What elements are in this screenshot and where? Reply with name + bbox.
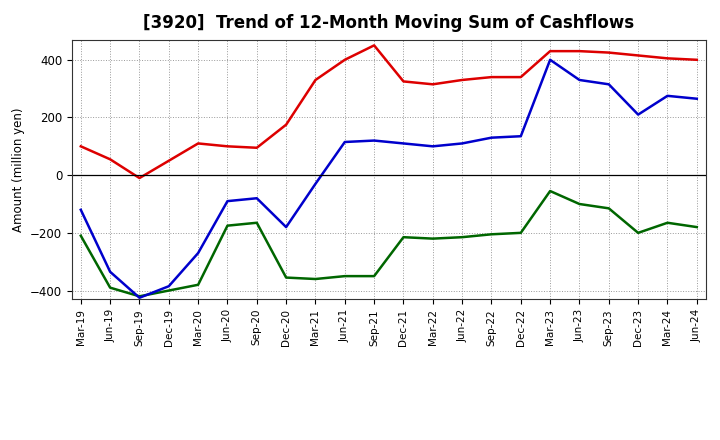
Free Cashflow <box>487 135 496 140</box>
Investing Cashflow <box>164 288 173 293</box>
Operating Cashflow <box>575 48 584 54</box>
Operating Cashflow <box>223 144 232 149</box>
Investing Cashflow <box>135 293 144 299</box>
Operating Cashflow <box>311 77 320 83</box>
Investing Cashflow <box>516 230 525 235</box>
Free Cashflow <box>253 196 261 201</box>
Free Cashflow <box>693 96 701 101</box>
Free Cashflow <box>76 207 85 213</box>
Investing Cashflow <box>487 231 496 237</box>
Operating Cashflow <box>194 141 202 146</box>
Free Cashflow <box>370 138 379 143</box>
Investing Cashflow <box>76 233 85 238</box>
Free Cashflow <box>341 139 349 145</box>
Investing Cashflow <box>546 188 554 194</box>
Investing Cashflow <box>106 285 114 290</box>
Y-axis label: Amount (million yen): Amount (million yen) <box>12 107 24 231</box>
Investing Cashflow <box>663 220 672 225</box>
Line: Investing Cashflow: Investing Cashflow <box>81 191 697 296</box>
Operating Cashflow <box>693 57 701 62</box>
Free Cashflow <box>575 77 584 83</box>
Operating Cashflow <box>282 122 290 127</box>
Line: Operating Cashflow: Operating Cashflow <box>81 45 697 178</box>
Free Cashflow <box>605 82 613 87</box>
Line: Free Cashflow: Free Cashflow <box>81 60 697 298</box>
Free Cashflow <box>546 57 554 62</box>
Operating Cashflow <box>370 43 379 48</box>
Free Cashflow <box>516 134 525 139</box>
Free Cashflow <box>634 112 642 117</box>
Free Cashflow <box>663 93 672 99</box>
Investing Cashflow <box>282 275 290 280</box>
Free Cashflow <box>282 224 290 230</box>
Operating Cashflow <box>605 50 613 55</box>
Investing Cashflow <box>223 223 232 228</box>
Operating Cashflow <box>516 74 525 80</box>
Investing Cashflow <box>253 220 261 225</box>
Operating Cashflow <box>428 82 437 87</box>
Free Cashflow <box>458 141 467 146</box>
Operating Cashflow <box>546 48 554 54</box>
Operating Cashflow <box>634 53 642 58</box>
Operating Cashflow <box>164 158 173 163</box>
Investing Cashflow <box>605 205 613 211</box>
Operating Cashflow <box>253 145 261 150</box>
Title: [3920]  Trend of 12-Month Moving Sum of Cashflows: [3920] Trend of 12-Month Moving Sum of C… <box>143 15 634 33</box>
Operating Cashflow <box>341 57 349 62</box>
Investing Cashflow <box>370 274 379 279</box>
Operating Cashflow <box>76 144 85 149</box>
Investing Cashflow <box>311 276 320 282</box>
Investing Cashflow <box>194 282 202 287</box>
Operating Cashflow <box>106 157 114 162</box>
Operating Cashflow <box>135 176 144 181</box>
Operating Cashflow <box>663 56 672 61</box>
Free Cashflow <box>194 250 202 256</box>
Operating Cashflow <box>487 74 496 80</box>
Investing Cashflow <box>341 274 349 279</box>
Free Cashflow <box>106 269 114 275</box>
Investing Cashflow <box>458 235 467 240</box>
Free Cashflow <box>399 141 408 146</box>
Investing Cashflow <box>575 202 584 207</box>
Operating Cashflow <box>458 77 467 83</box>
Free Cashflow <box>135 295 144 301</box>
Free Cashflow <box>311 181 320 187</box>
Investing Cashflow <box>399 235 408 240</box>
Investing Cashflow <box>693 224 701 230</box>
Free Cashflow <box>164 284 173 289</box>
Operating Cashflow <box>399 79 408 84</box>
Free Cashflow <box>428 144 437 149</box>
Free Cashflow <box>223 198 232 204</box>
Investing Cashflow <box>634 230 642 235</box>
Investing Cashflow <box>428 236 437 241</box>
